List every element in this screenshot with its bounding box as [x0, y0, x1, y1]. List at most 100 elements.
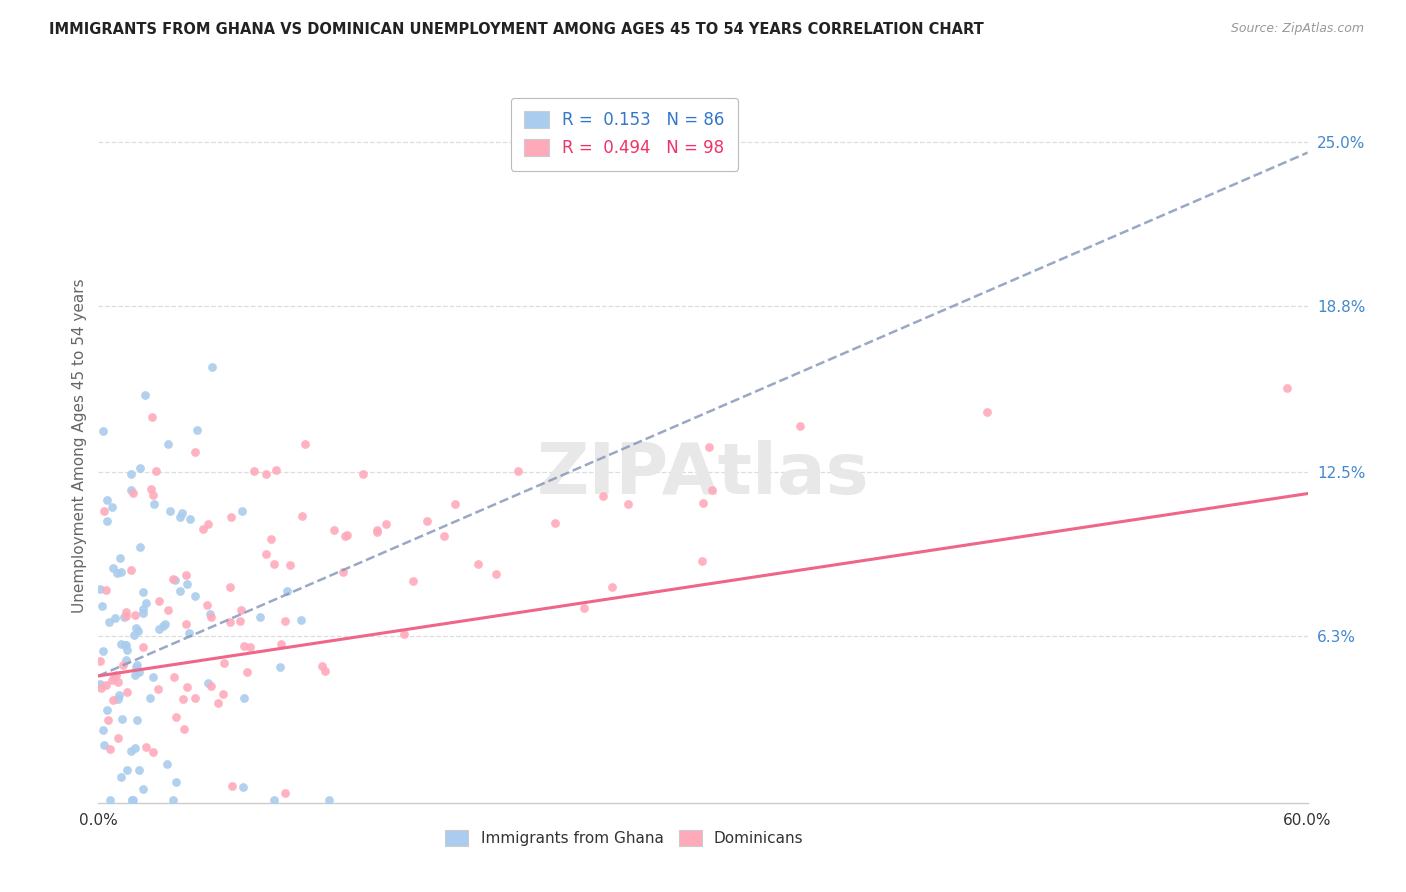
Point	[91, 723, 114, 738]
Point	[201, 360, 224, 375]
Point	[1277, 381, 1299, 395]
Point	[169, 509, 191, 524]
Point	[105, 668, 128, 682]
Point	[156, 756, 179, 771]
Point	[236, 665, 259, 679]
Point	[352, 467, 374, 481]
Point	[290, 613, 312, 627]
Point	[115, 639, 138, 653]
Point	[112, 657, 135, 672]
Point	[162, 572, 184, 586]
Point	[117, 764, 139, 778]
Point	[155, 616, 177, 631]
Point	[163, 670, 186, 684]
Point	[132, 782, 155, 797]
Point	[124, 608, 146, 623]
Point	[232, 639, 254, 653]
Point	[242, 464, 264, 478]
Point	[103, 668, 125, 682]
Point	[107, 674, 129, 689]
Point	[93, 739, 115, 753]
Point	[165, 775, 187, 789]
Point	[200, 679, 222, 693]
Point	[125, 658, 148, 673]
Point	[101, 673, 124, 687]
Point	[114, 608, 136, 623]
Point	[467, 558, 489, 572]
Point	[131, 640, 153, 654]
Point	[115, 653, 138, 667]
Point	[148, 623, 170, 637]
Point	[93, 504, 115, 518]
Point	[444, 498, 467, 512]
Point	[323, 523, 346, 537]
Point	[318, 793, 340, 807]
Point	[90, 681, 112, 695]
Point	[179, 511, 201, 525]
Point	[544, 516, 567, 530]
Text: Source: ZipAtlas.com: Source: ZipAtlas.com	[1230, 22, 1364, 36]
Point	[254, 467, 277, 481]
Text: IMMIGRANTS FROM GHANA VS DOMINICAN UNEMPLOYMENT AMONG AGES 45 TO 54 YEARS CORREL: IMMIGRANTS FROM GHANA VS DOMINICAN UNEMP…	[49, 22, 984, 37]
Point	[165, 710, 187, 724]
Point	[692, 496, 714, 510]
Point	[142, 497, 165, 511]
Point	[89, 582, 111, 596]
Point	[91, 644, 114, 658]
Point	[416, 514, 439, 528]
Point	[191, 522, 214, 536]
Point	[184, 444, 207, 458]
Point	[332, 566, 354, 580]
Point	[96, 514, 118, 528]
Point	[121, 793, 143, 807]
Point	[183, 589, 205, 603]
Point	[176, 680, 198, 694]
Point	[132, 601, 155, 615]
Point	[311, 659, 333, 673]
Point	[96, 703, 118, 717]
Point	[125, 621, 148, 635]
Point	[176, 577, 198, 591]
Point	[616, 497, 638, 511]
Point	[98, 742, 121, 756]
Point	[198, 607, 221, 622]
Point	[270, 637, 292, 651]
Point	[100, 793, 122, 807]
Point	[110, 565, 132, 579]
Point	[254, 547, 277, 561]
Point	[128, 763, 150, 777]
Point	[184, 690, 207, 705]
Point	[239, 640, 262, 654]
Point	[111, 712, 134, 726]
Point	[94, 583, 117, 598]
Point	[200, 610, 222, 624]
Point	[294, 437, 316, 451]
Point	[142, 670, 165, 684]
Point	[172, 692, 194, 706]
Point	[174, 568, 197, 582]
Point	[508, 464, 530, 478]
Point	[485, 566, 508, 581]
Point	[700, 483, 723, 497]
Point	[96, 493, 118, 508]
Point	[156, 603, 179, 617]
Point	[135, 595, 157, 609]
Point	[221, 780, 243, 794]
Point	[132, 585, 155, 599]
Point	[108, 551, 131, 566]
Point	[122, 793, 145, 807]
Point	[207, 697, 229, 711]
Point	[336, 528, 359, 542]
Point	[115, 605, 138, 619]
Point	[212, 687, 235, 701]
Point	[134, 388, 156, 402]
Point	[186, 423, 208, 437]
Point	[333, 529, 356, 543]
Point	[89, 654, 111, 668]
Point	[115, 685, 138, 699]
Point	[263, 793, 285, 807]
Point	[174, 616, 197, 631]
Point	[124, 628, 146, 642]
Point	[366, 523, 388, 537]
Point	[375, 517, 398, 532]
